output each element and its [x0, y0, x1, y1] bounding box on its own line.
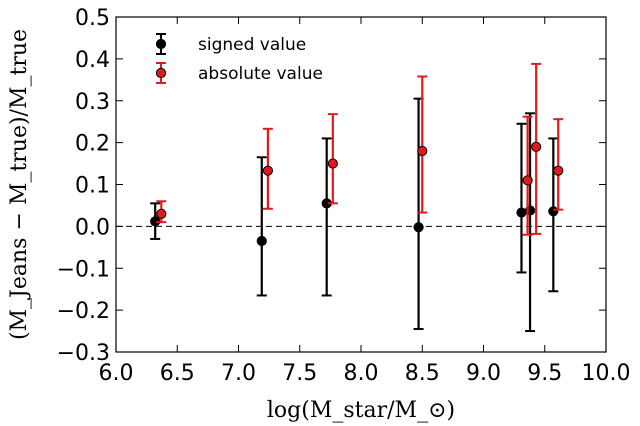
plot-frame [115, 16, 607, 353]
y-tick-label: 0.5 [75, 6, 110, 31]
legend-label: absolute value [198, 64, 323, 84]
y-tick-label: 0.3 [75, 90, 110, 115]
y-tick-label: 0.2 [75, 132, 110, 157]
data-point [413, 222, 424, 233]
y-axis-label: (M_Jeans − M_true)/M_true [7, 29, 32, 340]
data-point [553, 165, 564, 176]
y-tick-label: −0.1 [57, 257, 110, 282]
data-point [156, 208, 167, 219]
series-signed-value [150, 97, 559, 333]
data-point [262, 165, 273, 176]
legend: signed value absolute value [155, 33, 323, 84]
y-tick-label: 0.4 [75, 48, 110, 73]
data-point [531, 141, 542, 152]
y-tick-label: −0.2 [57, 299, 110, 324]
x-tick-label: 7.0 [221, 361, 256, 386]
x-axis-label: log(M_star/M_⊙) [267, 398, 455, 423]
x-tick-label: 9.5 [527, 361, 562, 386]
legend-label: signed value [198, 35, 306, 55]
x-tick-label: 9.0 [466, 361, 501, 386]
x-tick-label: 7.5 [282, 361, 317, 386]
x-tick-label: 8.0 [344, 361, 379, 386]
x-tick-label: 8.5 [405, 361, 440, 386]
plot-area [116, 62, 606, 333]
data-point [417, 145, 428, 157]
axes: 6.0 6.5 7.0 7.5 8.0 8.5 9.0 9.5 10.0 −0.3 −0.2 −0.1… [7, 6, 630, 423]
x-tick-label: 6.5 [160, 361, 195, 386]
data-point [516, 207, 527, 218]
x-tick-label: 10.0 [582, 361, 631, 386]
data-point [256, 235, 267, 247]
y-tick-label: 0.0 [75, 215, 110, 240]
y-tick-label: 0.1 [75, 174, 110, 199]
legend-marker [155, 67, 167, 79]
series-absolute-value [156, 62, 564, 236]
y-tick-label: −0.3 [57, 341, 110, 366]
x-tick-label: 6.0 [99, 361, 134, 386]
data-point [522, 175, 533, 186]
legend-marker [155, 38, 167, 50]
data-point [327, 158, 338, 169]
data-point [548, 206, 559, 217]
